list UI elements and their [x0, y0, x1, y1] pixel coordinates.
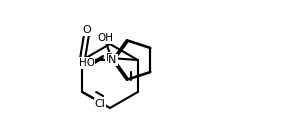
Text: OH: OH	[98, 33, 114, 43]
Text: HO: HO	[79, 58, 95, 68]
Text: N: N	[108, 55, 116, 65]
Text: N: N	[109, 55, 118, 65]
Text: B: B	[106, 53, 113, 63]
Text: O: O	[82, 25, 91, 35]
Text: Cl: Cl	[95, 99, 106, 109]
